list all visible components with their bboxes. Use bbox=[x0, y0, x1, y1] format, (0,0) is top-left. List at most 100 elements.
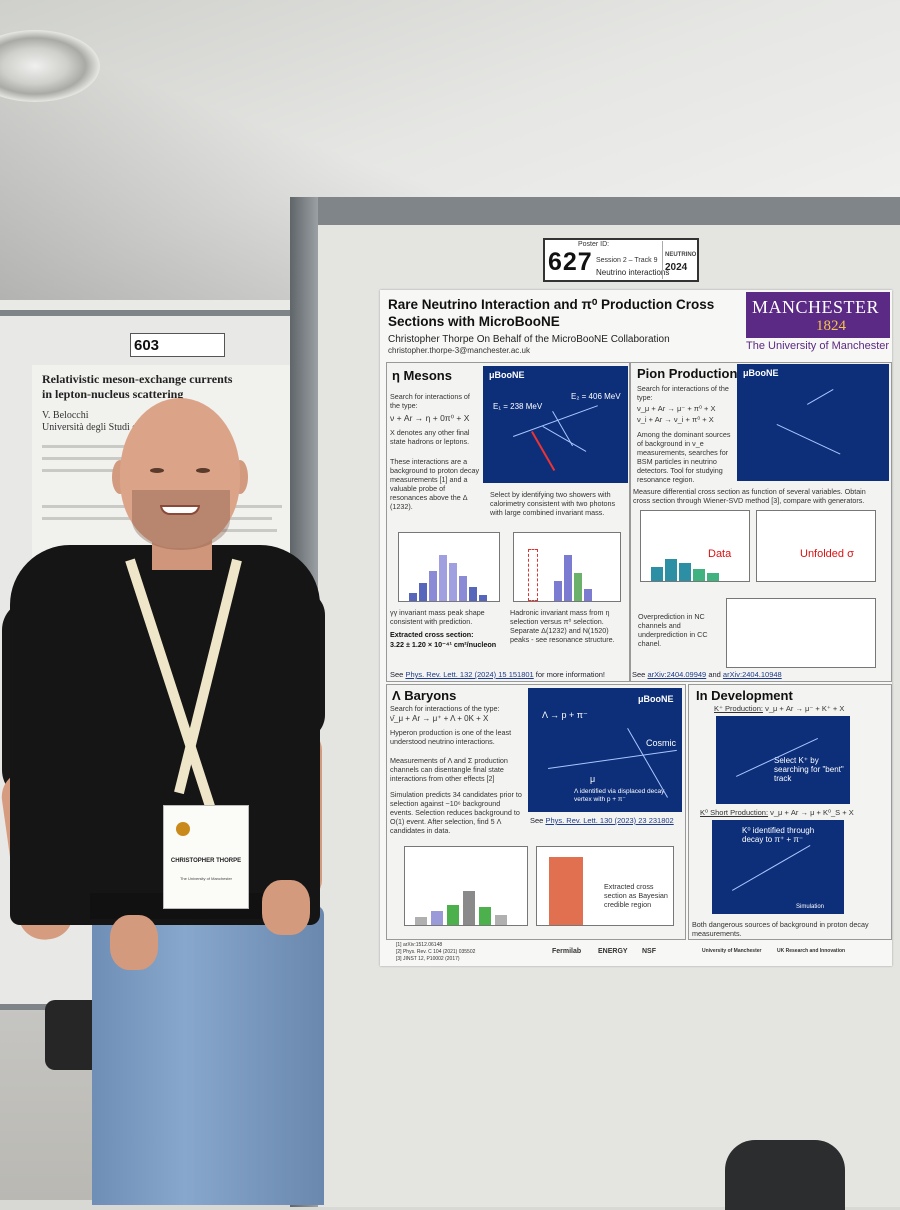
poster-id-tag bbox=[543, 238, 699, 282]
lambda-plot-caption: Extracted cross section as Bayesian cred… bbox=[604, 882, 668, 909]
eta-text2: X denotes any other final state hadrons … bbox=[390, 428, 470, 446]
pion-reference: See arXiv:2404.09949 and arXiv:2404.1094… bbox=[632, 670, 782, 679]
conference-logo-year: 2024 bbox=[665, 262, 688, 273]
eta-title: η Mesons bbox=[392, 368, 452, 383]
kshort-sim-label: Simulation bbox=[796, 904, 825, 910]
bag bbox=[725, 1140, 845, 1210]
manchester-logo bbox=[746, 292, 890, 338]
poster-track: Neutrino interactions bbox=[596, 268, 670, 277]
lambda-xsec-plot bbox=[536, 846, 674, 926]
left-poster-author: V. Belocchi Università degli Studi di To… bbox=[42, 410, 169, 434]
dev-text: Both dangerous sources of background in … bbox=[692, 920, 869, 938]
lambda-text2: Hyperon production is one of the least u… bbox=[390, 728, 512, 746]
pion-reference-link-2[interactable]: arXiv:2404.10948 bbox=[722, 670, 782, 679]
eta-event-label-1: E₁ = 238 MeV bbox=[493, 402, 543, 411]
lambda-mass-plot bbox=[404, 846, 528, 926]
manchester-logo-name: MANCHESTER bbox=[752, 297, 880, 317]
badge-emblem-icon bbox=[176, 822, 190, 836]
conference-logo-text: NEUTRINO bbox=[665, 252, 697, 258]
poster-footer: [1] arXiv:1512.06148 [2] Phys. Rev. C 10… bbox=[392, 942, 856, 966]
pion-text4: Overprediction in NC channels and underp… bbox=[638, 612, 708, 648]
eta-event-caption: Select by identifying two showers with c… bbox=[490, 490, 616, 517]
doe-logo: ENERGY bbox=[598, 948, 628, 955]
eta-text3: These interactions are a background to p… bbox=[390, 457, 480, 511]
lambda-title: Λ Baryons bbox=[392, 688, 457, 703]
kplus-event-text: Select K⁺ by searching for "bent" track bbox=[774, 756, 844, 783]
microboone-logo-3: μBooNE bbox=[638, 694, 674, 704]
dev-kshort: K⁰ Short Production: ν_μ + Ar → μ + K⁰_S… bbox=[700, 808, 854, 817]
eta-xsec-value: 3.22 ± 1.20 × 10⁻⁴¹ cm²/nucleon bbox=[390, 640, 497, 649]
pion-nc-plot bbox=[726, 598, 876, 668]
eta-hadronic-mass-plot bbox=[513, 532, 621, 602]
eta-event-label-2: E₂ = 406 MeV bbox=[571, 392, 621, 401]
pion-event-display: μBooNE bbox=[737, 364, 889, 481]
dev-kplus: K⁺ Production: ν_μ + Ar → μ⁻ + K⁺ + X bbox=[714, 704, 845, 713]
microboone-logo-2: μBooNE bbox=[743, 368, 779, 378]
pion-text2: Among the dominant sources of background… bbox=[637, 430, 731, 484]
footer-ref-3: [3] JINST 12, P10002 (2017) bbox=[396, 956, 460, 962]
left-poster-title: Relativistic meson-exchange currents in … bbox=[42, 372, 233, 401]
lambda-text4: Simulation predicts 34 candidates prior … bbox=[390, 790, 522, 835]
eta-reference-link[interactable]: Phys. Rev. Lett. 132 (2024) 15 151801 bbox=[405, 670, 534, 679]
footer-ref-1: [1] arXiv:1512.06148 bbox=[396, 942, 443, 948]
lambda-mu-label: μ bbox=[590, 774, 596, 784]
nsf-logo: NSF bbox=[642, 948, 656, 955]
pion-reference-link-1[interactable]: arXiv:2404.09949 bbox=[647, 670, 707, 679]
lambda-reference: See Phys. Rev. Lett. 130 (2023) 23 23180… bbox=[530, 816, 674, 825]
pion-unfolded-label: Unfolded σ bbox=[800, 548, 854, 560]
pion-text1: Search for interactions of the type: bbox=[637, 384, 729, 402]
lambda-formula: ν̄_μ + Ar → μ⁺ + Λ + 0K + X bbox=[390, 714, 489, 723]
microboone-logo: μBooNE bbox=[489, 370, 525, 380]
badge-organization: The University of Manchester bbox=[179, 876, 233, 881]
fermilab-logo: Fermilab bbox=[552, 948, 582, 955]
footer-ref-2: [2] Phys. Rev. C 104 (2021) 035502 bbox=[396, 949, 476, 955]
poster-email: christopher.thorpe-3@manchester.ac.uk bbox=[388, 346, 530, 355]
kshort-event-text: K⁰ identified through decay to π⁺ + π⁻ bbox=[742, 826, 815, 844]
badge-name: CHRISTOPHER THORPE bbox=[170, 858, 242, 864]
lambda-text1: Search for interactions of the type: bbox=[390, 704, 500, 713]
pion-distribution-plot bbox=[640, 510, 750, 582]
conference-logo bbox=[662, 241, 697, 279]
left-poster-id-tag bbox=[130, 333, 225, 357]
university-name: The University of Manchester bbox=[746, 340, 890, 352]
pion-title: Pion Production bbox=[637, 366, 738, 381]
eta-text1: Search for interactions of the type: bbox=[390, 392, 470, 410]
kshort-event-display: K⁰ identified through decay to π⁺ + π⁻ S… bbox=[712, 820, 844, 914]
eta-plot-caption-2: Hadronic invariant mass from η selection… bbox=[510, 608, 615, 644]
poster-id-label: Poster ID: bbox=[578, 241, 610, 248]
eta-xsec-label: Extracted cross section: bbox=[390, 630, 474, 639]
pion-text3: Measure differential cross section as fu… bbox=[633, 487, 866, 505]
manchester-logo-year: 1824 bbox=[816, 318, 846, 334]
eta-event-display: μBooNE E₁ = 238 MeV E₂ = 406 MeV bbox=[483, 366, 628, 483]
manchester-small-logo: University of Manchester bbox=[702, 948, 762, 954]
person-head bbox=[120, 398, 240, 548]
pion-data-label: Data bbox=[708, 548, 732, 560]
poster-id-number: 627 bbox=[548, 248, 593, 276]
dev-title: In Development bbox=[696, 688, 793, 703]
poster-title: Rare Neutrino Interaction and π⁰ Product… bbox=[388, 297, 715, 329]
kplus-event-display: Select K⁺ by searching for "bent" track bbox=[716, 716, 850, 804]
poster-session: Session 2 – Track 9 bbox=[596, 257, 658, 264]
person-beard bbox=[132, 490, 230, 550]
eta-formula: ν + Ar → η + 0π⁰ + X bbox=[390, 413, 470, 423]
eta-reference: See Phys. Rev. Lett. 132 (2024) 15 15180… bbox=[390, 670, 605, 679]
pion-unfolded-plot bbox=[756, 510, 876, 582]
person-right-hand bbox=[262, 880, 310, 935]
lambda-event-caption: Λ identified via displaced decay vertex … bbox=[574, 788, 665, 803]
name-badge bbox=[163, 805, 249, 909]
person-left-eye bbox=[150, 468, 164, 473]
lambda-cosmic-label: Cosmic bbox=[646, 738, 677, 748]
person-smile bbox=[160, 505, 200, 515]
person-right-eye bbox=[196, 468, 210, 473]
left-poster-author-name: V. Belocchi bbox=[42, 410, 89, 421]
lambda-decay-label: Λ → p + π⁻ bbox=[542, 710, 588, 720]
ukri-logo: UK Research and Innovation bbox=[777, 948, 846, 954]
pion-formula2: ν_i + Ar → ν_i + π⁰ + X bbox=[637, 415, 714, 424]
lambda-text3: Measurements of Λ and Σ production chann… bbox=[390, 756, 508, 783]
eta-plot-caption-1: γγ invariant mass peak shape consistent … bbox=[390, 608, 485, 626]
person-left-hand bbox=[110, 915, 158, 970]
eta-mass-plot bbox=[398, 532, 500, 602]
left-poster-id: 603 bbox=[134, 337, 160, 354]
left-poster-affiliation: Università degli Studi di Torino bbox=[42, 422, 169, 433]
lambda-reference-link[interactable]: Phys. Rev. Lett. 130 (2023) 23 231802 bbox=[545, 816, 674, 825]
